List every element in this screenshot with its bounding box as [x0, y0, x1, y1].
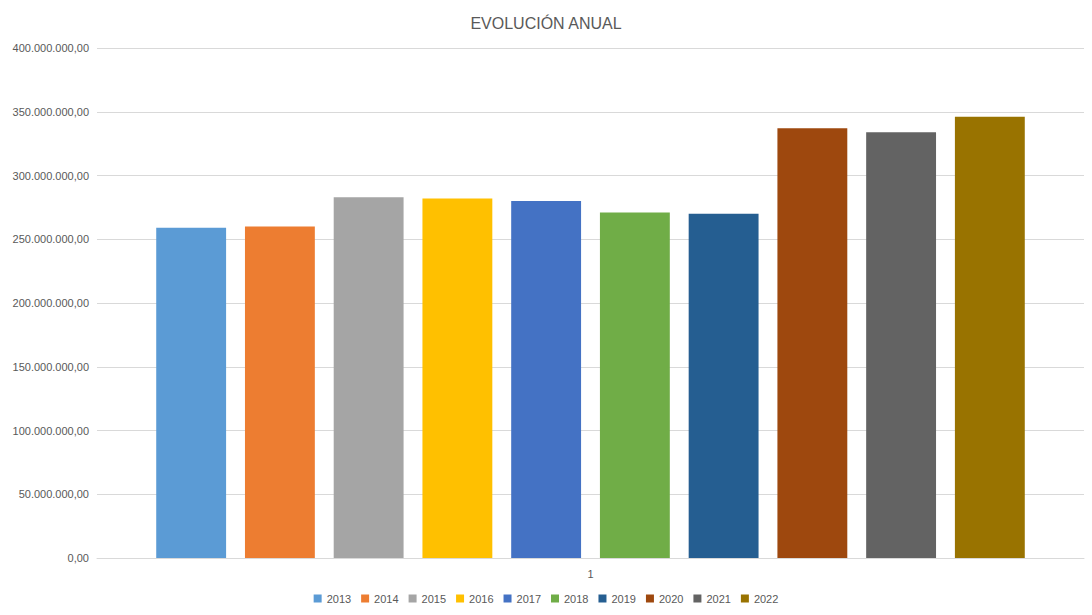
svg-text:1: 1 — [587, 568, 593, 580]
svg-text:300.000.000,00: 300.000.000,00 — [13, 170, 89, 182]
svg-text:EVOLUCIÓN ANUAL: EVOLUCIÓN ANUAL — [470, 14, 621, 32]
svg-text:2019: 2019 — [611, 593, 635, 605]
svg-text:50.000.000,00: 50.000.000,00 — [19, 488, 89, 500]
svg-text:400.000.000,00: 400.000.000,00 — [13, 42, 89, 54]
svg-text:2013: 2013 — [327, 593, 351, 605]
svg-text:2020: 2020 — [659, 593, 683, 605]
svg-text:2018: 2018 — [564, 593, 588, 605]
svg-text:2017: 2017 — [517, 593, 541, 605]
svg-text:200.000.000,00: 200.000.000,00 — [13, 297, 89, 309]
svg-text:250.000.000,00: 250.000.000,00 — [13, 233, 89, 245]
svg-text:2014: 2014 — [374, 593, 398, 605]
svg-text:0,00: 0,00 — [68, 552, 89, 564]
svg-text:2016: 2016 — [469, 593, 493, 605]
svg-text:2022: 2022 — [754, 593, 778, 605]
svg-text:100.000.000,00: 100.000.000,00 — [13, 425, 89, 437]
svg-text:150.000.000,00: 150.000.000,00 — [13, 361, 89, 373]
svg-text:2021: 2021 — [706, 593, 730, 605]
svg-text:350.000.000,00: 350.000.000,00 — [13, 106, 89, 118]
svg-text:2015: 2015 — [422, 593, 446, 605]
